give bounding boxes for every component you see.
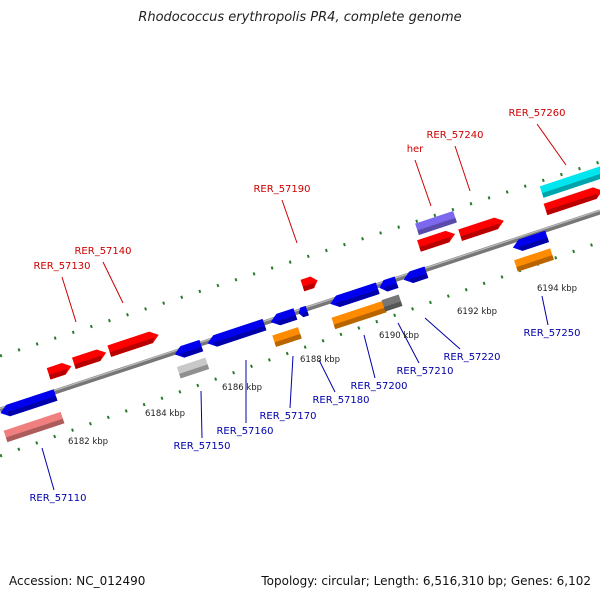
reverse-gene-label: RER_57180 <box>312 395 369 406</box>
gene-block <box>107 331 159 357</box>
gene-block <box>330 282 380 308</box>
gene-block <box>3 411 65 443</box>
gene-block <box>0 389 58 417</box>
kbp-scale-label: 6190 kbp <box>379 331 419 341</box>
forward-gene-label: RER_57130 <box>33 261 90 272</box>
gene-block <box>417 230 456 252</box>
page-title: Rhodococcus erythropolis PR4, complete g… <box>138 10 462 25</box>
forward-label-connector <box>102 261 124 304</box>
reverse-label-connector <box>424 317 461 350</box>
reverse-label-connector <box>318 359 336 393</box>
gene-block <box>415 211 457 235</box>
gene-block <box>207 318 267 347</box>
accession-label: Accession: NC_012490 <box>9 574 146 588</box>
gene-block <box>331 300 387 330</box>
gene-block <box>458 217 504 241</box>
genome-summary: Topology: circular; Length: 6,516,310 bp… <box>261 574 591 588</box>
reverse-label-connector <box>541 295 549 326</box>
gene-block <box>176 357 210 379</box>
gene-block <box>403 266 429 283</box>
reverse-label-connector <box>363 334 376 379</box>
gene-block <box>300 276 318 292</box>
gene-block <box>512 230 549 251</box>
gene-block <box>174 339 204 358</box>
kbp-scale-label: 6184 kbp <box>145 409 185 419</box>
reverse-gene-label: RER_57210 <box>396 366 453 377</box>
gene-block <box>514 248 554 272</box>
gene-block <box>71 349 107 370</box>
gene-block <box>46 363 72 380</box>
kbp-scale-label: 6194 kbp <box>537 284 577 294</box>
forward-label-connector <box>281 199 298 244</box>
reverse-gene-label: RER_57220 <box>443 352 500 363</box>
gene-block <box>543 187 600 216</box>
reverse-gene-label: RER_57170 <box>259 411 316 422</box>
forward-gene-label: RER_57140 <box>74 246 131 257</box>
reverse-gene-label: RER_57250 <box>523 328 580 339</box>
forward-label-connector <box>414 159 432 207</box>
forward-gene-label: her <box>407 144 424 155</box>
kbp-scale-label: 6188 kbp <box>300 355 340 365</box>
reverse-gene-label: RER_57160 <box>216 426 273 437</box>
gene-block <box>272 327 302 347</box>
reverse-gene-label: RER_57150 <box>173 441 230 452</box>
forward-label-connector <box>61 276 77 323</box>
reverse-label-connector <box>41 447 55 491</box>
reverse-gene-label: RER_57200 <box>350 381 407 392</box>
gene-block <box>298 305 309 318</box>
reverse-gene-label: RER_57110 <box>29 493 86 504</box>
gene-block <box>381 294 403 312</box>
forward-label-connector <box>536 123 567 166</box>
reverse-label-connector <box>397 322 420 364</box>
forward-gene-label: RER_57240 <box>426 130 483 141</box>
gene-block <box>379 276 399 292</box>
forward-gene-label: RER_57190 <box>253 184 310 195</box>
reverse-label-connector <box>200 390 203 439</box>
kbp-scale-label: 6192 kbp <box>457 307 497 317</box>
reverse-tick-track <box>0 240 600 458</box>
gene-block <box>270 308 298 326</box>
forward-label-connector <box>454 145 471 192</box>
reverse-label-connector <box>289 355 294 409</box>
kbp-scale-label: 6182 kbp <box>68 437 108 447</box>
gene-block <box>539 166 600 198</box>
kbp-scale-label: 6186 kbp <box>222 383 262 393</box>
forward-gene-label: RER_57260 <box>508 108 565 119</box>
